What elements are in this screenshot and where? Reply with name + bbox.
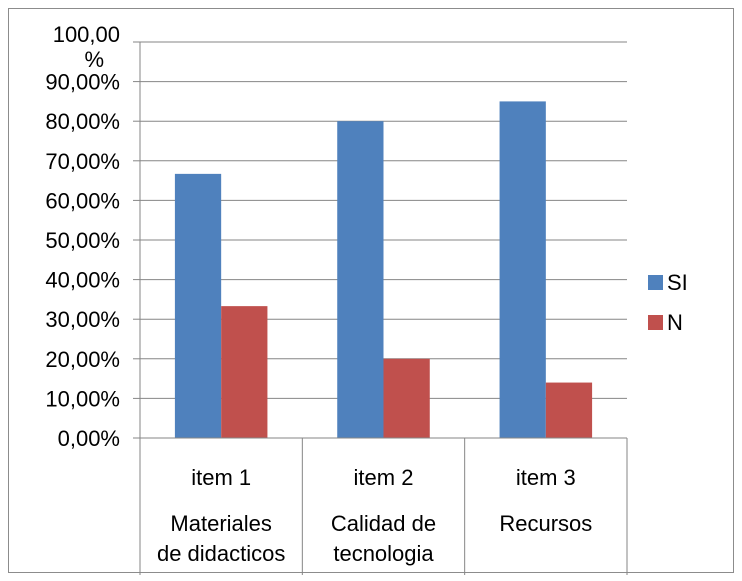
bar-n-2: [383, 358, 430, 438]
bar-si-3: [499, 101, 546, 439]
bars: [174, 101, 593, 439]
bar-n-3: [545, 382, 593, 438]
bar-si-1: [174, 173, 222, 439]
y-tick-label: 0,00%: [58, 426, 120, 451]
y-tick-label: 70,00%: [45, 149, 120, 174]
y-tick-label: 30,00%: [45, 307, 120, 332]
x-group-label-line-2: tecnologia: [333, 541, 434, 566]
y-tick-label: 80,00%: [45, 109, 120, 134]
y-tick-label: 100,00%: [53, 22, 120, 72]
y-tick-label: 50,00%: [45, 228, 120, 253]
x-category-label: item 1: [191, 465, 251, 490]
legend-label-n: N: [667, 310, 683, 335]
legend-swatch-n: [648, 315, 663, 330]
y-axis-tick-labels: 0,00% 10,00% 20,00% 30,00% 40,00% 50,00% 60,00…: [45, 22, 120, 451]
x-axis-category-labels: item 1 item 2 item 3 Materiales de didactico…: [157, 465, 592, 566]
y-tick-label: 60,00%: [45, 188, 120, 213]
y-tick-label: 20,00%: [45, 347, 120, 372]
x-category-label: item 2: [354, 465, 414, 490]
axes: [133, 41, 628, 575]
x-group-label-line-2: de didacticos: [157, 541, 285, 566]
x-category-label: item 3: [516, 465, 576, 490]
bar-si-2: [337, 121, 384, 438]
y-tick-label: 10,00%: [45, 386, 120, 411]
legend-swatch-si: [648, 275, 663, 290]
x-group-label-line-1: Materiales: [170, 511, 271, 536]
y-tick-label: 40,00%: [45, 268, 120, 293]
bar-n-1: [221, 306, 268, 438]
x-group-label-line-1: Calidad de: [331, 511, 436, 536]
y-tick-label: 90,00%: [45, 70, 120, 95]
legend: SI N: [648, 270, 688, 335]
y-tick-label-line: 100,00: [53, 22, 120, 47]
x-group-label-line-1: Recursos: [499, 511, 592, 536]
legend-label-si: SI: [667, 270, 688, 295]
y-tick-label-line: %: [84, 47, 104, 72]
